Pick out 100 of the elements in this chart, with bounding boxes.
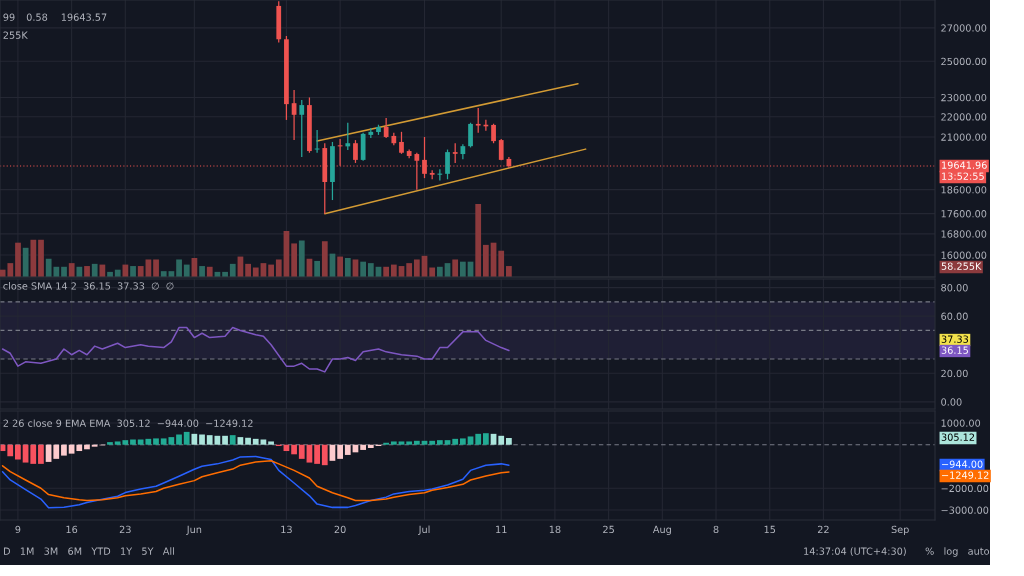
bar bbox=[498, 250, 505, 277]
y-tick-label: 1000.00 bbox=[941, 419, 981, 427]
bar bbox=[153, 259, 159, 277]
bar bbox=[91, 263, 98, 277]
x-tick-label: 16 bbox=[66, 525, 78, 534]
bar bbox=[30, 239, 37, 277]
bar bbox=[360, 444, 367, 450]
bar bbox=[268, 264, 274, 277]
candlestick bbox=[491, 123, 496, 144]
x-tick-label: 9 bbox=[15, 525, 21, 534]
bar bbox=[452, 438, 459, 445]
candlestick bbox=[383, 117, 389, 139]
text: 37.33 bbox=[941, 335, 969, 343]
bar bbox=[337, 444, 343, 459]
x-tick-label: 11 bbox=[496, 525, 507, 533]
annotation: 99 bbox=[3, 13, 15, 21]
x-tick-label: Sep bbox=[891, 525, 909, 535]
y-tick-label: 20.00 bbox=[941, 369, 968, 378]
bar bbox=[137, 266, 144, 277]
x-tick-label: 22 bbox=[817, 525, 829, 533]
bar bbox=[275, 259, 282, 277]
bar bbox=[344, 444, 351, 455]
bar bbox=[38, 444, 44, 464]
line-series bbox=[1, 455, 510, 509]
bar bbox=[245, 437, 251, 445]
y-tick-label: 80.00 bbox=[941, 284, 968, 292]
bar bbox=[298, 444, 305, 459]
bar bbox=[84, 444, 90, 450]
bar bbox=[314, 260, 321, 277]
bar bbox=[199, 266, 205, 277]
bar bbox=[483, 433, 489, 445]
bar bbox=[344, 258, 351, 277]
bar bbox=[337, 256, 344, 277]
bar bbox=[444, 440, 451, 445]
bar bbox=[53, 444, 60, 459]
candlestick bbox=[314, 129, 320, 154]
bar bbox=[475, 433, 482, 445]
bar bbox=[498, 435, 505, 445]
bar bbox=[229, 435, 236, 445]
line-series bbox=[1, 326, 510, 373]
bar bbox=[183, 264, 190, 277]
bar bbox=[398, 441, 405, 445]
bar bbox=[459, 438, 466, 445]
annotation: 0.58 bbox=[26, 13, 48, 21]
bar bbox=[291, 243, 297, 277]
bar bbox=[298, 240, 305, 277]
candlestick bbox=[299, 99, 305, 158]
bar bbox=[84, 266, 90, 277]
bar bbox=[314, 444, 320, 464]
x-tick-label: 15 bbox=[764, 525, 776, 534]
text: 305.12 bbox=[941, 433, 975, 441]
y-tick-label: 21000.00 bbox=[941, 133, 987, 141]
candlestick bbox=[468, 122, 473, 149]
bar bbox=[15, 242, 21, 277]
bar bbox=[176, 434, 182, 445]
annotation: 255K bbox=[3, 31, 28, 39]
bar bbox=[390, 441, 397, 445]
bar bbox=[413, 440, 420, 445]
bar bbox=[367, 444, 374, 448]
bar bbox=[7, 444, 14, 457]
y-tick-label: 25000.00 bbox=[941, 57, 987, 66]
bar bbox=[99, 264, 106, 277]
bar bbox=[467, 436, 474, 445]
ref-line-label: 19641.96 bbox=[942, 161, 987, 169]
bar bbox=[30, 444, 37, 464]
text: 14:37:04 (UTC+4:30) bbox=[804, 547, 906, 556]
bar bbox=[61, 444, 67, 456]
bar bbox=[76, 444, 83, 452]
bar bbox=[191, 433, 198, 445]
candlestick bbox=[353, 139, 358, 164]
bar bbox=[15, 444, 21, 460]
candlestick bbox=[452, 142, 458, 164]
bar bbox=[506, 437, 512, 445]
bar bbox=[199, 434, 205, 445]
text: −1249.12 bbox=[942, 471, 989, 479]
bar bbox=[22, 247, 29, 277]
bar bbox=[130, 439, 136, 445]
y-tick-label: 18600.00 bbox=[941, 186, 987, 194]
bar bbox=[291, 444, 297, 455]
bar bbox=[252, 438, 259, 445]
bar bbox=[367, 263, 374, 277]
y-tick-label: 22000.00 bbox=[941, 113, 987, 121]
bar bbox=[245, 263, 251, 277]
x-tick-label: 23 bbox=[119, 525, 131, 534]
bar bbox=[321, 241, 328, 277]
candlestick bbox=[475, 107, 481, 134]
text: 36.15 bbox=[941, 346, 968, 354]
annotation: 19643.57 bbox=[61, 13, 107, 21]
bar bbox=[506, 266, 512, 277]
x-tick-label: 8 bbox=[713, 525, 719, 534]
y-tick-label: 60.00 bbox=[941, 312, 968, 320]
line-series bbox=[1, 460, 510, 502]
y-tick-label: −3000.00 bbox=[941, 506, 989, 514]
bar bbox=[459, 261, 466, 277]
bar bbox=[383, 266, 390, 277]
candlestick bbox=[345, 122, 351, 151]
bar bbox=[206, 266, 213, 277]
bar bbox=[153, 438, 159, 445]
bar bbox=[436, 266, 443, 277]
text: 58.255K bbox=[941, 262, 982, 270]
